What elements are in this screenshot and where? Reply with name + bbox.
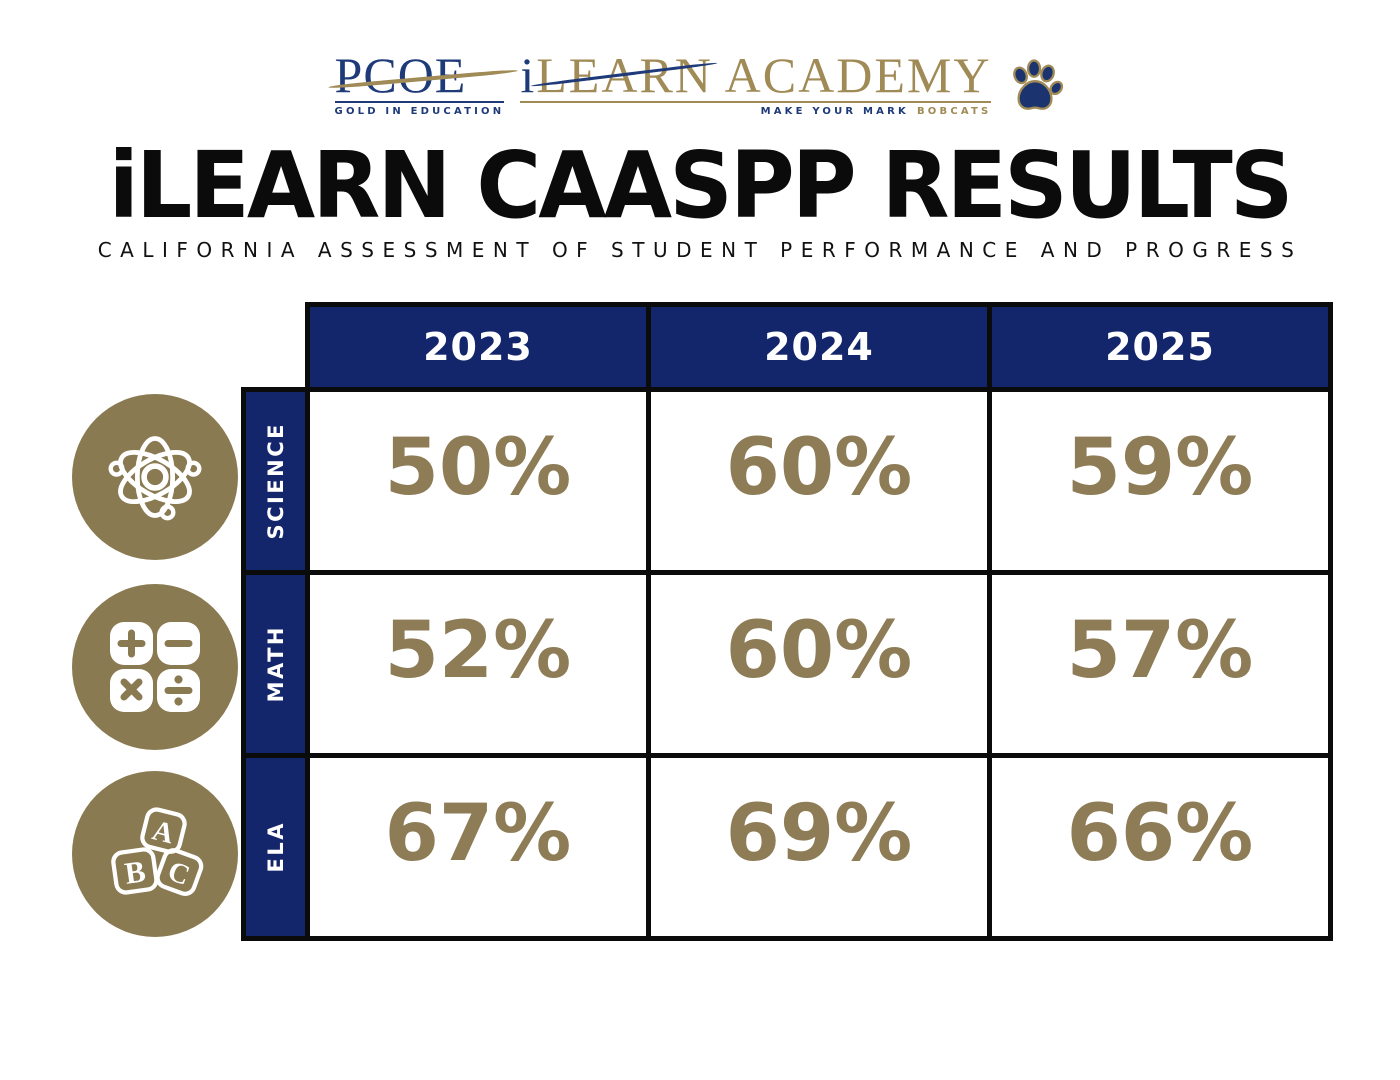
science-icon-circle — [72, 394, 238, 560]
academy-tagline: MAKE YOUR MARK BOBCATS — [520, 101, 992, 117]
school-logo: PCOE GOLD IN EDUCATION iLEARN ACADEMY MA… — [0, 50, 1400, 117]
column-header-2023: 2023 — [310, 307, 646, 387]
paw-print-icon — [1013, 59, 1064, 110]
row-header-math: MATH — [246, 575, 305, 753]
row-header-ela: ELA — [246, 758, 305, 936]
make-your-mark-text: MAKE YOUR MARK — [760, 106, 909, 117]
science-2025-value: 59% — [992, 392, 1328, 570]
svg-text:C: C — [164, 855, 194, 892]
svg-text:B: B — [123, 854, 148, 891]
math-2024-value: 60% — [651, 575, 987, 753]
atom-icon — [108, 436, 202, 521]
pcoe-tagline: GOLD IN EDUCATION — [334, 101, 505, 117]
academy-text: ACADEMY — [724, 47, 992, 103]
pcoe-wordmark: PCOE — [327, 50, 518, 100]
results-table: 2023 2024 2025 SCIENCE 50% 60% 59% MATH … — [241, 302, 1333, 941]
ela-icon-circle: A B C — [72, 771, 238, 937]
science-2023-value: 50% — [310, 392, 646, 570]
page-title: iLEARN CAASPP RESULTS — [109, 132, 1294, 239]
column-header-2024: 2024 — [651, 307, 987, 387]
column-header-2025: 2025 — [992, 307, 1328, 387]
math-icon — [110, 622, 200, 712]
table-corner-spacer — [241, 302, 305, 387]
math-2023-value: 52% — [310, 575, 646, 753]
math-2025-value: 57% — [992, 575, 1328, 753]
ilearn-academy-logo: iLEARN ACADEMY MAKE YOUR MARK BOBCATS — [520, 50, 992, 117]
pcoe-logo: PCOE GOLD IN EDUCATION — [327, 50, 518, 117]
page-subtitle: CALIFORNIA ASSESSMENT OF STUDENT PERFORM… — [97, 238, 1303, 262]
academy-wordmark: iLEARN ACADEMY — [520, 50, 991, 100]
ilearn-i: i — [520, 47, 537, 103]
row-header-science: SCIENCE — [246, 392, 305, 570]
bobcats-text: BOBCATS — [916, 106, 992, 117]
abc-blocks-icon: A B C — [111, 807, 204, 896]
ela-2024-value: 69% — [651, 758, 987, 936]
science-2024-value: 60% — [651, 392, 987, 570]
ela-2025-value: 66% — [992, 758, 1328, 936]
svg-text:A: A — [149, 814, 177, 850]
math-icon-circle — [72, 584, 238, 750]
ela-2023-value: 67% — [310, 758, 646, 936]
